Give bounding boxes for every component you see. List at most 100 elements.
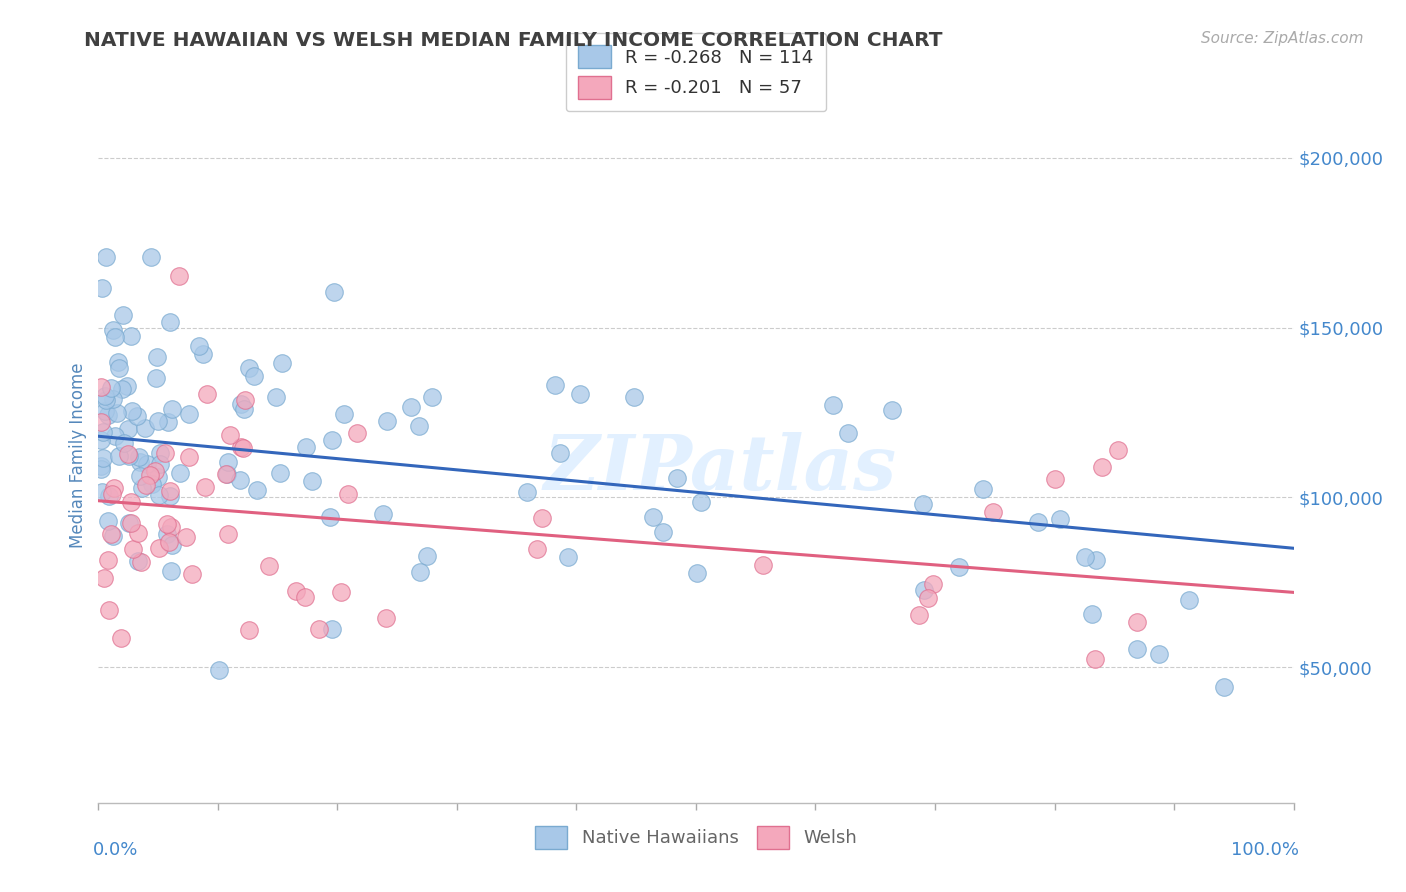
Point: [623, 390, 645, 404]
Point: [148, 488, 170, 502]
Point: [1091, 459, 1114, 474]
Point: [157, 416, 180, 430]
Point: [138, 467, 160, 482]
Point: [1107, 442, 1129, 457]
Text: NATIVE HAWAIIAN VS WELSH MEDIAN FAMILY INCOME CORRELATION CHART: NATIVE HAWAIIAN VS WELSH MEDIAN FAMILY I…: [84, 31, 943, 50]
Point: [160, 538, 183, 552]
Point: [101, 487, 124, 501]
Point: [652, 524, 675, 539]
Point: [180, 567, 202, 582]
Point: [228, 473, 250, 487]
Point: [548, 446, 571, 460]
Point: [90, 379, 112, 393]
Point: [543, 378, 565, 392]
Point: [1049, 511, 1071, 525]
Point: [238, 623, 260, 637]
Point: [149, 446, 172, 460]
Point: [373, 507, 395, 521]
Point: [143, 464, 166, 478]
Point: [134, 421, 156, 435]
Point: [101, 529, 124, 543]
Point: [159, 315, 181, 329]
Point: [246, 483, 269, 497]
Point: [948, 560, 970, 574]
Point: [374, 611, 396, 625]
Text: ZIPatlas: ZIPatlas: [543, 432, 897, 506]
Point: [169, 268, 191, 283]
Point: [416, 549, 439, 564]
Point: [233, 401, 256, 416]
Point: [135, 457, 157, 471]
Point: [330, 585, 353, 599]
Point: [375, 414, 398, 428]
Point: [160, 520, 183, 534]
Point: [148, 541, 170, 556]
Point: [526, 541, 548, 556]
Point: [104, 330, 127, 344]
Point: [1147, 647, 1170, 661]
Point: [318, 510, 340, 524]
Point: [108, 449, 131, 463]
Point: [97, 602, 120, 616]
Point: [118, 449, 141, 463]
Point: [308, 622, 330, 636]
Point: [294, 591, 316, 605]
Point: [90, 415, 112, 429]
Point: [117, 421, 139, 435]
Point: [912, 582, 935, 597]
Point: [107, 355, 129, 369]
Point: [641, 510, 664, 524]
Point: [160, 401, 183, 416]
Point: [257, 558, 280, 573]
Point: [103, 428, 125, 442]
Point: [321, 623, 343, 637]
Point: [321, 433, 343, 447]
Point: [981, 505, 1004, 519]
Point: [90, 459, 112, 474]
Point: [333, 407, 356, 421]
Point: [156, 516, 179, 531]
Point: [100, 527, 122, 541]
Point: [665, 471, 688, 485]
Point: [129, 555, 152, 569]
Point: [516, 484, 538, 499]
Point: [149, 457, 172, 471]
Point: [238, 361, 260, 376]
Point: [120, 494, 142, 508]
Point: [148, 414, 170, 428]
Point: [1073, 549, 1095, 564]
Point: [90, 433, 112, 447]
Point: [179, 450, 201, 464]
Point: [159, 489, 181, 503]
Point: [271, 355, 294, 369]
Point: [399, 400, 422, 414]
Point: [269, 466, 291, 480]
Point: [169, 466, 191, 480]
Point: [194, 480, 217, 494]
Point: [752, 558, 775, 573]
Point: [217, 454, 239, 468]
Point: [110, 631, 132, 645]
Point: [157, 534, 180, 549]
Text: 0.0%: 0.0%: [93, 841, 138, 859]
Point: [243, 368, 266, 383]
Point: [112, 435, 135, 450]
Point: [568, 387, 591, 401]
Point: [153, 446, 176, 460]
Point: [101, 392, 124, 407]
Legend: Native Hawaiians, Welsh: Native Hawaiians, Welsh: [527, 819, 865, 856]
Point: [120, 516, 142, 530]
Point: [972, 482, 994, 496]
Text: Source: ZipAtlas.com: Source: ZipAtlas.com: [1201, 31, 1364, 46]
Point: [129, 455, 152, 469]
Point: [177, 407, 200, 421]
Point: [111, 308, 134, 322]
Y-axis label: Median Family Income: Median Family Income: [69, 362, 87, 548]
Point: [141, 477, 163, 491]
Point: [135, 478, 157, 492]
Point: [337, 487, 360, 501]
Point: [121, 404, 143, 418]
Point: [1045, 472, 1067, 486]
Point: [1084, 552, 1107, 566]
Point: [217, 527, 239, 541]
